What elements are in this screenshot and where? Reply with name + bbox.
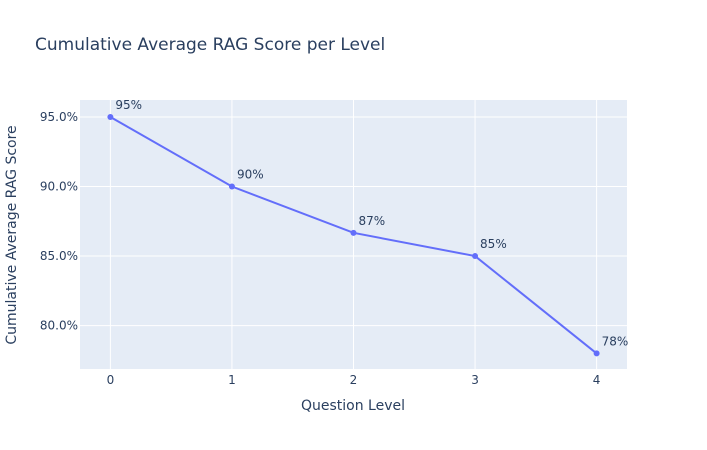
y-axis-ticks: 80.0% 85.0% 90.0% 95.0%	[40, 110, 78, 333]
y-tick-label: 80.0%	[40, 319, 78, 333]
y-axis-title: Cumulative Average RAG Score	[4, 125, 20, 344]
data-point	[472, 253, 479, 260]
data-point	[350, 229, 357, 236]
x-axis-ticks: 0 1 2 3 4	[107, 373, 601, 387]
x-tick-label: 0	[107, 373, 115, 387]
data-point	[228, 183, 235, 190]
data-point	[107, 113, 114, 120]
data-label: 87%	[359, 214, 386, 228]
x-tick-label: 4	[593, 373, 601, 387]
data-label: 95%	[115, 98, 142, 112]
chart-title: Cumulative Average RAG Score per Level	[35, 35, 385, 55]
data-labels: 95% 90% 87% 85% 78%	[115, 98, 628, 348]
data-points	[107, 113, 600, 357]
y-tick-label: 95.0%	[40, 110, 78, 124]
x-axis-title: Question Level	[301, 398, 405, 414]
data-label: 85%	[480, 237, 507, 251]
data-label: 78%	[602, 334, 629, 348]
y-tick-label: 90.0%	[40, 180, 78, 194]
y-tick-label: 85.0%	[40, 249, 78, 263]
x-tick-label: 3	[471, 373, 479, 387]
data-label: 90%	[237, 168, 264, 182]
data-point	[593, 350, 600, 357]
x-tick-label: 2	[350, 373, 358, 387]
x-tick-label: 1	[228, 373, 236, 387]
